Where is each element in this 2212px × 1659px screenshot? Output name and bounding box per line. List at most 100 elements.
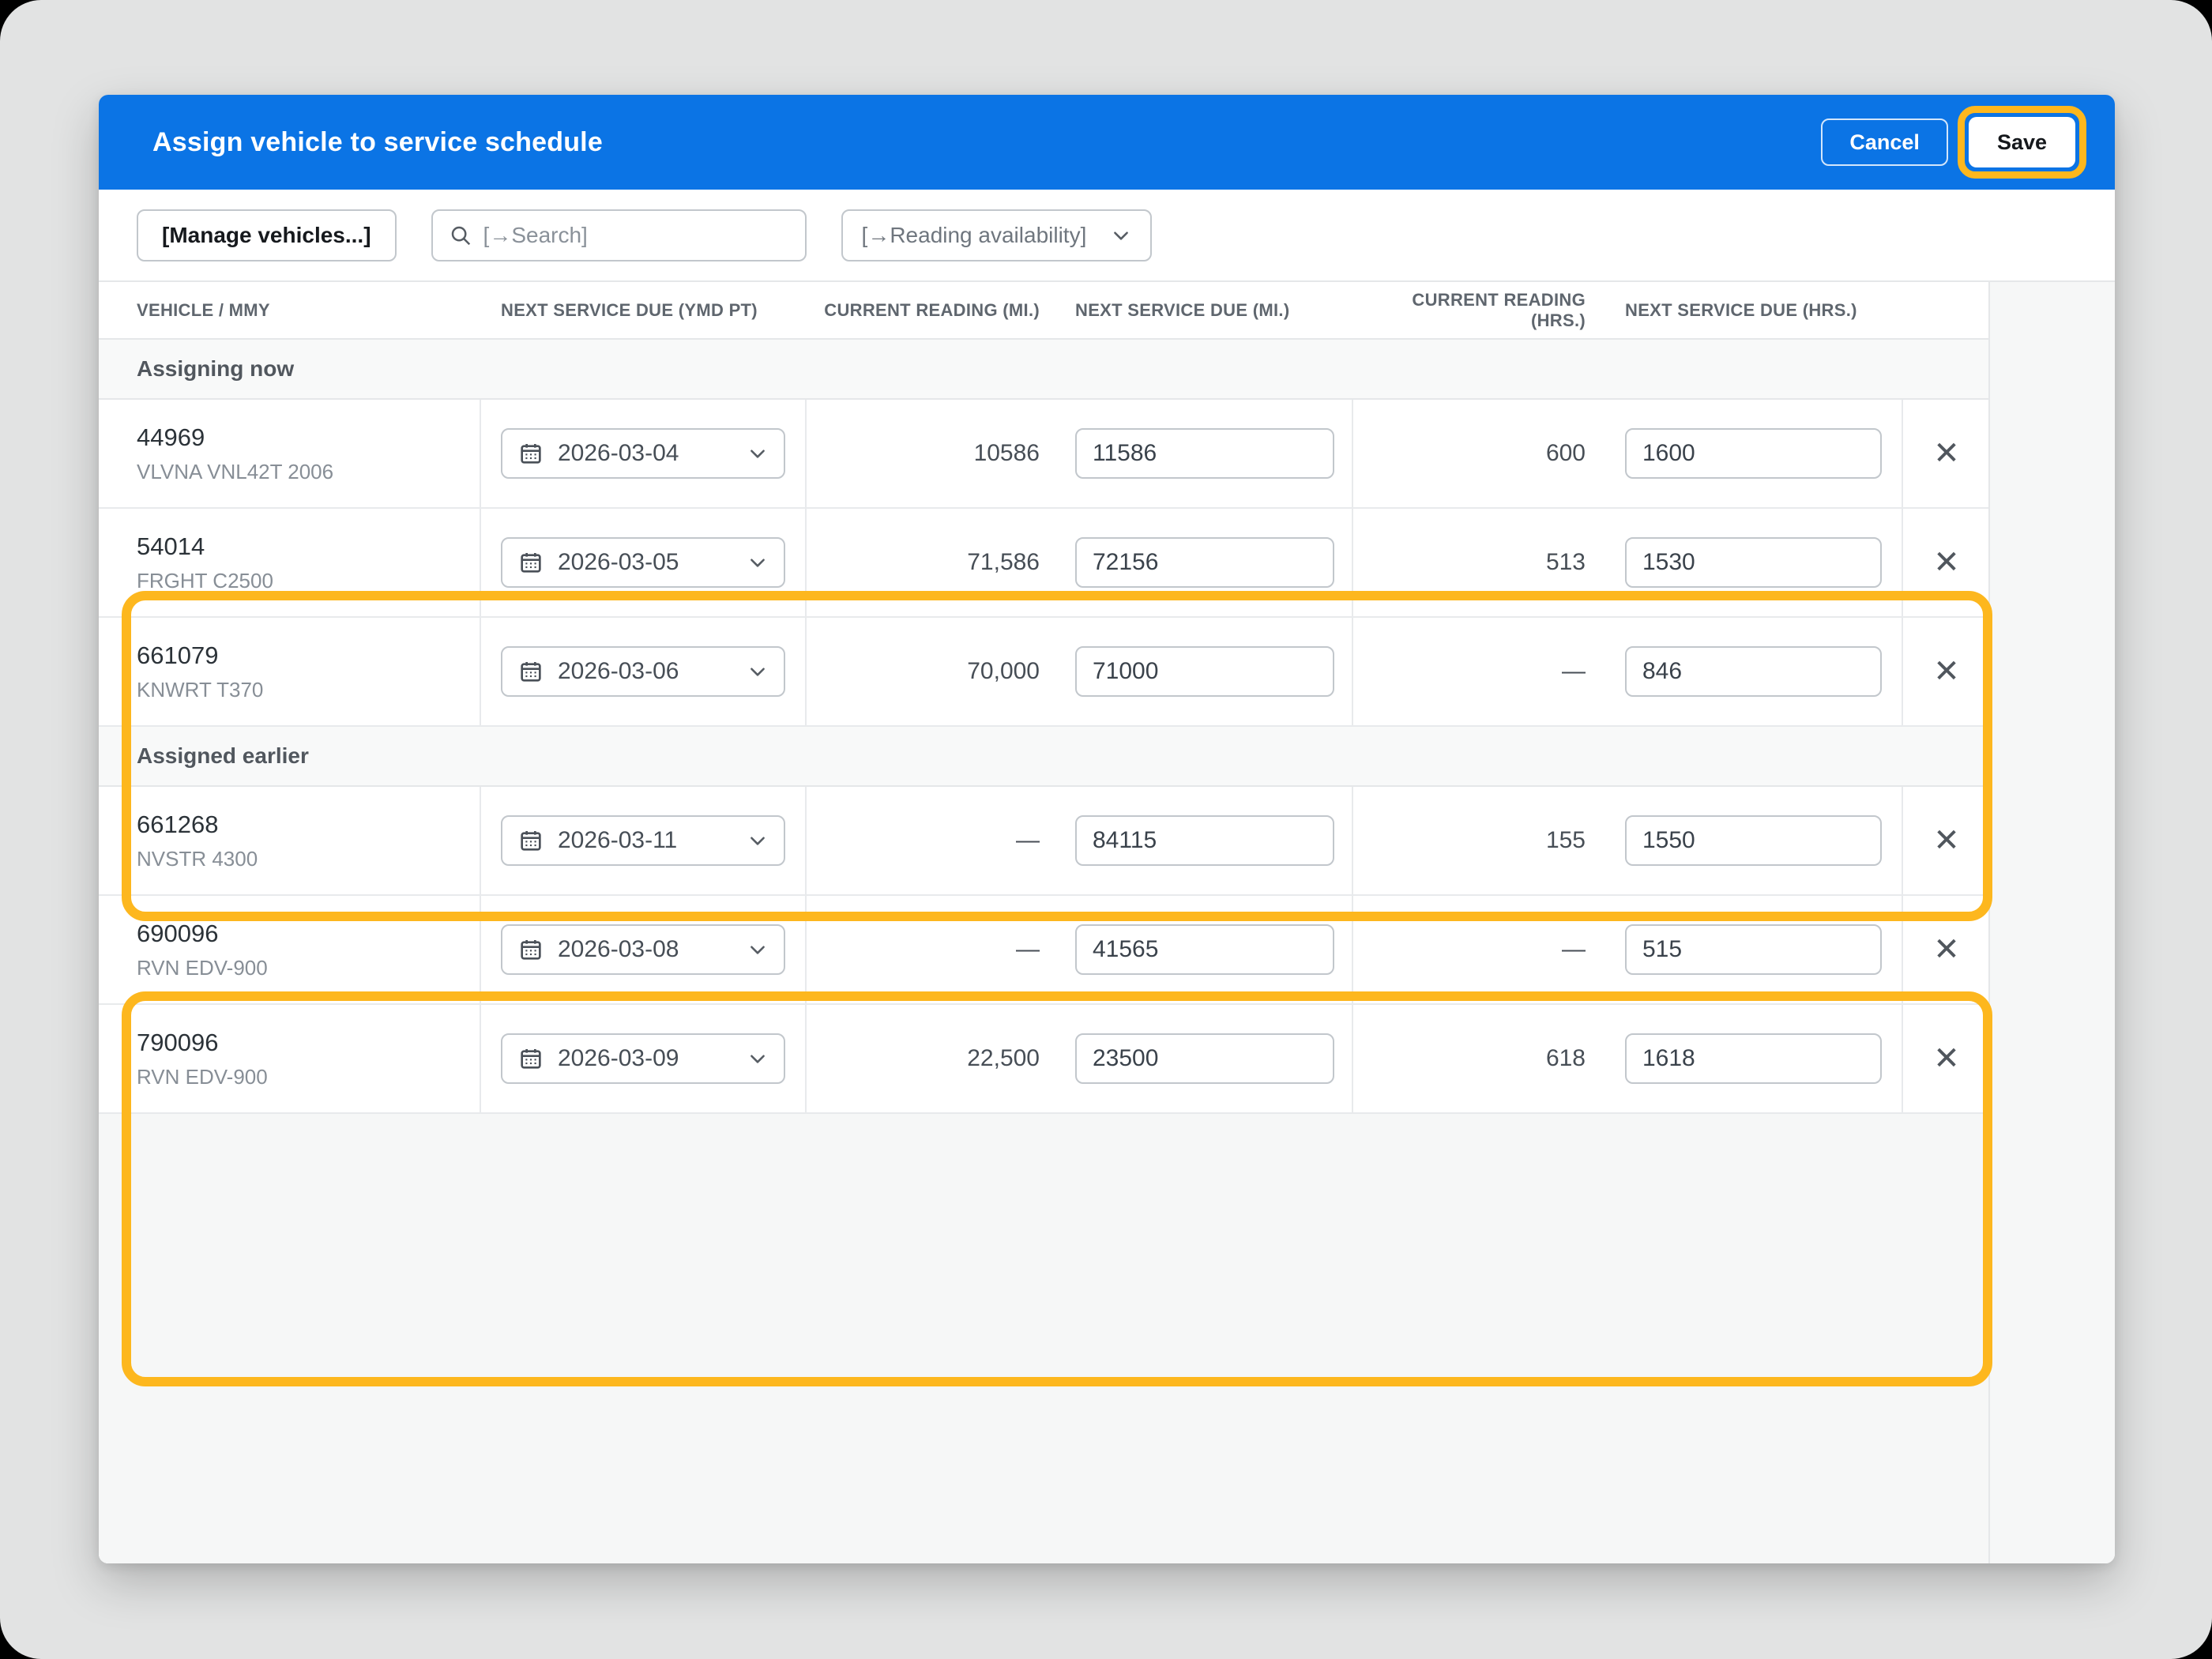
column-header-hrs-group: CURRENT READING (HRS.) NEXT SERVICE DUE …	[1353, 282, 1903, 338]
remove-vehicle-button[interactable]: ✕	[1933, 436, 1960, 471]
table-row: 44969 VLVNA VNL42T 2006 2026-03-04 10586…	[99, 400, 1988, 509]
current-reading-mi: 70,000	[967, 658, 1040, 684]
column-header-remove	[1903, 282, 1990, 338]
vehicle-id: 54014	[137, 532, 205, 560]
section-label: Assigned earlier	[137, 743, 309, 768]
next-service-date-value: 2026-03-04	[558, 440, 679, 466]
date-cell: 2026-03-06	[481, 618, 807, 725]
miles-cell: —	[807, 896, 1353, 1003]
vehicle-mmy: NVSTR 4300	[137, 846, 258, 871]
miles-cell: 71,586	[807, 509, 1353, 616]
current-reading-hrs: —	[1562, 936, 1586, 962]
toolbar: [Manage vehicles...] [→Reading availabil…	[99, 190, 2115, 282]
search-input[interactable]	[483, 222, 789, 248]
hours-cell: —	[1353, 618, 1903, 725]
vehicle-id: 44969	[137, 423, 205, 451]
current-reading-hrs: 618	[1545, 1045, 1586, 1071]
table-row: 661079 KNWRT T370 2026-03-06 70,000 — ✕	[99, 618, 1988, 727]
remove-cell: ✕	[1903, 896, 1990, 1003]
next-service-date-value: 2026-03-11	[558, 827, 678, 853]
hours-cell: 600	[1353, 400, 1903, 507]
date-cell: 2026-03-11	[481, 787, 807, 894]
remove-cell: ✕	[1903, 400, 1990, 507]
reading-availability-filter[interactable]: [→Reading availability]	[841, 209, 1152, 261]
next-service-mi-input[interactable]	[1075, 428, 1334, 479]
remove-vehicle-button[interactable]: ✕	[1933, 654, 1960, 689]
next-service-hrs-input[interactable]	[1625, 646, 1882, 697]
chevron-down-icon	[750, 450, 765, 458]
next-service-date-value: 2026-03-05	[558, 549, 679, 575]
save-button-highlight-wrap: Save	[1957, 106, 2086, 179]
next-service-mi-input[interactable]	[1075, 537, 1334, 588]
next-service-hrs-input[interactable]	[1625, 1033, 1882, 1084]
table-body: Assigning now 44969 VLVNA VNL42T 2006 20…	[99, 340, 1988, 1114]
chevron-down-icon	[750, 559, 765, 567]
date-cell: 2026-03-04	[481, 400, 807, 507]
calendar-icon	[521, 553, 541, 573]
save-button[interactable]: Save	[1968, 117, 2075, 167]
calendar-icon	[521, 1049, 541, 1069]
next-service-mi-input[interactable]	[1075, 1033, 1334, 1084]
vehicle-cell: 44969 VLVNA VNL42T 2006	[99, 400, 481, 507]
next-service-date-picker[interactable]: 2026-03-09	[501, 1033, 785, 1084]
calendar-icon	[521, 940, 541, 960]
cancel-button[interactable]: Cancel	[1821, 118, 1948, 166]
next-service-date-value: 2026-03-06	[558, 658, 679, 684]
table-row: 790096 RVN EDV-900 2026-03-09 22,500 618…	[99, 1005, 1988, 1114]
calendar-icon	[521, 444, 541, 464]
miles-cell: 22,500	[807, 1005, 1353, 1112]
chevron-down-icon	[750, 1055, 765, 1063]
chevron-down-icon	[1113, 231, 1128, 240]
vehicle-cell: 54014 FRGHT C2500	[99, 509, 481, 616]
remove-vehicle-button[interactable]: ✕	[1933, 932, 1960, 967]
remove-vehicle-button[interactable]: ✕	[1933, 1041, 1960, 1076]
column-header-mi-group: CURRENT READING (MI.) NEXT SERVICE DUE (…	[807, 282, 1353, 338]
search-icon	[451, 226, 470, 245]
current-reading-mi: —	[1016, 936, 1040, 962]
calendar-icon	[521, 831, 541, 851]
next-service-mi-input[interactable]	[1075, 646, 1334, 697]
reading-availability-label: [→Reading availability]	[861, 222, 1087, 247]
current-reading-hrs: 513	[1545, 549, 1586, 575]
next-service-date-picker[interactable]: 2026-03-08	[501, 924, 785, 975]
next-service-hrs-input[interactable]	[1625, 924, 1882, 975]
vehicle-mmy: FRGHT C2500	[137, 568, 273, 592]
table-row: 54014 FRGHT C2500 2026-03-05 71,586 513 …	[99, 509, 1988, 618]
next-service-mi-input[interactable]	[1075, 924, 1334, 975]
search-box[interactable]	[431, 209, 807, 261]
vehicle-table: VEHICLE / MMY NEXT SERVICE DUE (YMD PT) …	[99, 282, 1990, 1563]
empty-area	[99, 1114, 1988, 1563]
next-service-date-picker[interactable]: 2026-03-05	[501, 537, 785, 588]
vehicle-id: 661079	[137, 641, 219, 669]
table-row: 690096 RVN EDV-900 2026-03-08 — — ✕	[99, 896, 1988, 1005]
remove-vehicle-button[interactable]: ✕	[1933, 823, 1960, 858]
next-service-date-value: 2026-03-09	[558, 1045, 679, 1071]
chevron-down-icon	[750, 668, 765, 676]
remove-vehicle-button[interactable]: ✕	[1933, 545, 1960, 580]
next-service-date-picker[interactable]: 2026-03-11	[501, 815, 785, 866]
modal-title: Assign vehicle to service schedule	[152, 126, 603, 157]
next-service-hrs-input[interactable]	[1625, 815, 1882, 866]
remove-cell: ✕	[1903, 1005, 1990, 1112]
vehicle-cell: 661268 NVSTR 4300	[99, 787, 481, 894]
vehicle-id: 790096	[137, 1028, 219, 1056]
date-cell: 2026-03-08	[481, 896, 807, 1003]
next-service-mi-input[interactable]	[1075, 815, 1334, 866]
hours-cell: —	[1353, 896, 1903, 1003]
calendar-icon	[521, 662, 541, 682]
next-service-date-picker[interactable]: 2026-03-04	[501, 428, 785, 479]
column-header-current-reading-mi: CURRENT READING (MI.)	[824, 299, 1040, 320]
next-service-hrs-input[interactable]	[1625, 428, 1882, 479]
vehicle-id: 661268	[137, 810, 219, 838]
vehicle-id: 690096	[137, 919, 219, 947]
next-service-hrs-input[interactable]	[1625, 537, 1882, 588]
column-header-current-reading-hrs: CURRENT READING (HRS.)	[1412, 289, 1586, 330]
next-service-date-value: 2026-03-08	[558, 936, 679, 962]
column-header-next-service-date: NEXT SERVICE DUE (YMD PT)	[501, 299, 758, 320]
next-service-date-picker[interactable]: 2026-03-06	[501, 646, 785, 697]
current-reading-hrs: —	[1562, 658, 1586, 684]
miles-cell: 70,000	[807, 618, 1353, 725]
manage-vehicles-button[interactable]: [Manage vehicles...]	[137, 209, 397, 261]
modal-body: VEHICLE / MMY NEXT SERVICE DUE (YMD PT) …	[99, 282, 2115, 1563]
vehicle-mmy: RVN EDV-900	[137, 1064, 268, 1089]
